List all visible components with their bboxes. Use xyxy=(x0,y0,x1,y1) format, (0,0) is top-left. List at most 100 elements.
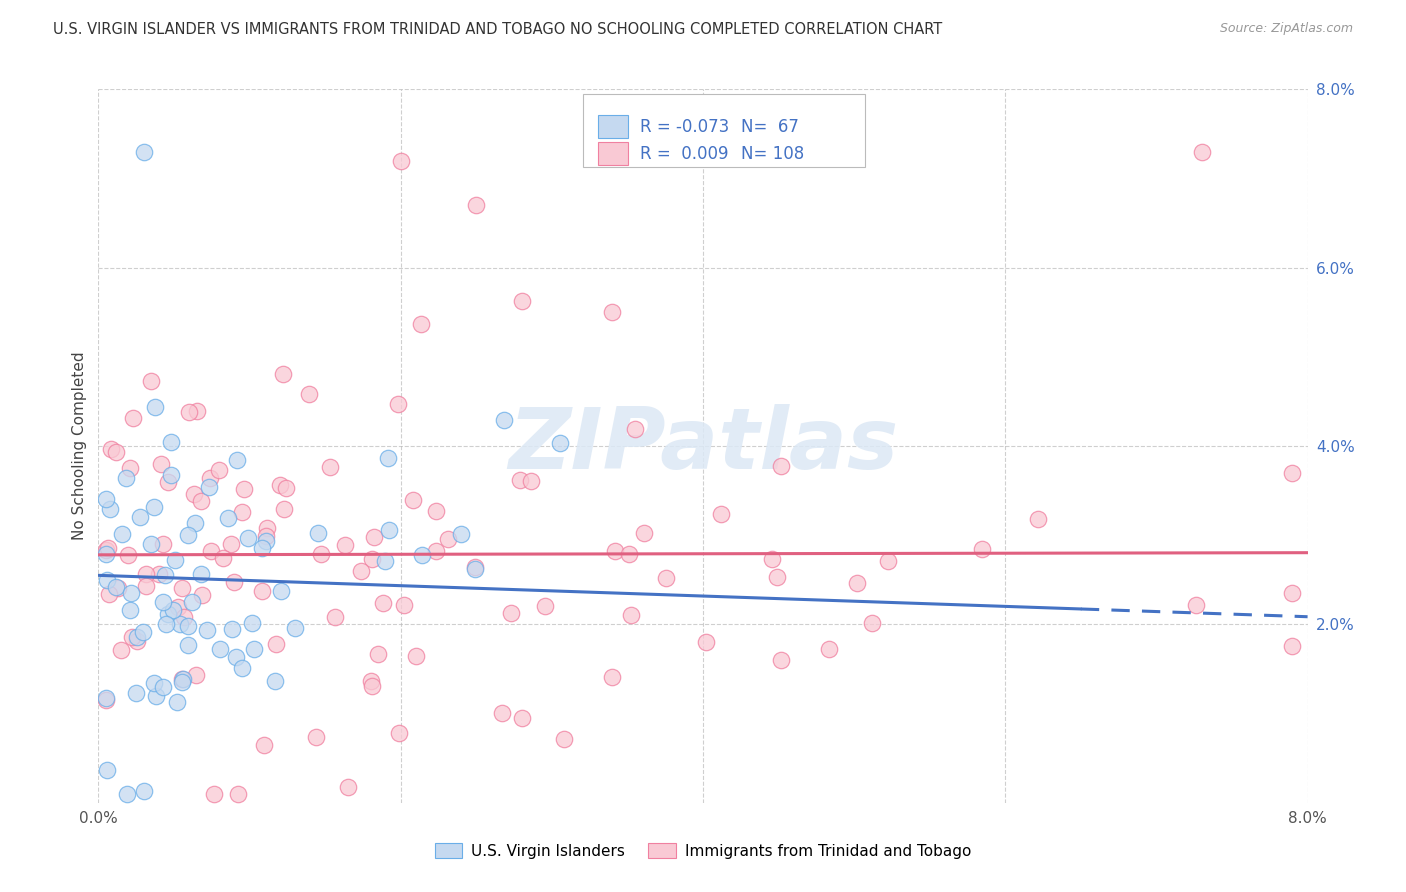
Point xyxy=(120,586,142,600)
Point xyxy=(115,470,138,484)
Point xyxy=(333,538,356,552)
Point xyxy=(769,653,792,667)
Point xyxy=(1028,512,1050,526)
Point xyxy=(143,400,166,414)
Point xyxy=(172,673,194,687)
Point xyxy=(436,532,458,546)
Point xyxy=(972,541,994,556)
Text: R = -0.073: R = -0.073 xyxy=(640,118,728,136)
Point xyxy=(105,445,128,459)
Point xyxy=(200,544,222,558)
Point xyxy=(132,145,155,159)
Point xyxy=(173,610,195,624)
Point xyxy=(236,531,259,545)
Point xyxy=(1281,586,1303,600)
Point xyxy=(298,386,321,401)
Point xyxy=(710,508,733,522)
Point xyxy=(254,534,277,549)
Point xyxy=(766,570,789,584)
Point xyxy=(492,412,515,426)
Point xyxy=(209,642,232,657)
Point xyxy=(240,615,263,630)
Point xyxy=(198,480,221,494)
Point xyxy=(270,584,292,599)
Point xyxy=(166,695,188,709)
Point xyxy=(378,523,401,537)
Point xyxy=(336,780,359,795)
Point xyxy=(125,686,148,700)
Point xyxy=(163,553,186,567)
Point xyxy=(139,537,162,551)
Point xyxy=(510,711,533,725)
Point xyxy=(132,625,155,640)
Point xyxy=(231,661,253,675)
Point xyxy=(253,738,276,752)
Point xyxy=(152,680,174,694)
Point xyxy=(118,461,141,475)
Point xyxy=(190,588,212,602)
Point xyxy=(307,526,329,541)
Point xyxy=(233,483,256,497)
Point xyxy=(153,568,176,582)
Point xyxy=(319,460,342,475)
Point xyxy=(167,600,190,615)
Point xyxy=(226,452,249,467)
Point xyxy=(269,478,291,492)
Point xyxy=(305,731,328,745)
Point xyxy=(264,673,287,688)
Point xyxy=(464,560,486,574)
Point xyxy=(323,609,346,624)
Point xyxy=(94,491,117,506)
Point xyxy=(1191,145,1213,159)
Point xyxy=(148,567,170,582)
Point xyxy=(770,458,793,473)
Point xyxy=(142,500,165,514)
Point xyxy=(860,615,883,630)
Point xyxy=(162,602,184,616)
Point xyxy=(273,368,295,382)
Point xyxy=(284,621,307,635)
Point xyxy=(117,548,139,562)
Point xyxy=(177,619,200,633)
Point xyxy=(117,787,139,801)
Point xyxy=(152,536,174,550)
Point xyxy=(1184,599,1206,613)
Point xyxy=(361,552,384,566)
Point xyxy=(198,471,221,485)
Point xyxy=(231,505,253,519)
Point xyxy=(602,305,624,319)
Point xyxy=(135,566,157,581)
Point xyxy=(127,634,149,648)
Point xyxy=(222,574,245,589)
Point xyxy=(405,648,427,663)
Point xyxy=(190,566,212,581)
Point xyxy=(387,397,409,411)
Point xyxy=(425,544,447,558)
Point xyxy=(207,463,229,477)
Point xyxy=(367,647,389,661)
Point xyxy=(221,623,243,637)
Point xyxy=(501,607,523,621)
Point xyxy=(169,617,191,632)
Point xyxy=(181,595,204,609)
Point xyxy=(94,693,117,707)
Point xyxy=(225,650,247,665)
Point xyxy=(533,599,555,613)
Point xyxy=(389,153,412,168)
Point xyxy=(846,576,869,591)
Point xyxy=(1281,466,1303,480)
Point xyxy=(761,552,783,566)
Point xyxy=(177,405,200,419)
Point xyxy=(363,530,385,544)
Point xyxy=(377,450,399,465)
Point xyxy=(127,630,149,644)
Point xyxy=(411,317,433,331)
Point xyxy=(425,504,447,518)
Point xyxy=(250,584,273,599)
Y-axis label: No Schooling Completed: No Schooling Completed xyxy=(72,351,87,541)
Point xyxy=(155,617,177,632)
Point xyxy=(183,516,205,530)
Point xyxy=(695,634,717,648)
Point xyxy=(633,525,655,540)
Point xyxy=(620,607,643,622)
